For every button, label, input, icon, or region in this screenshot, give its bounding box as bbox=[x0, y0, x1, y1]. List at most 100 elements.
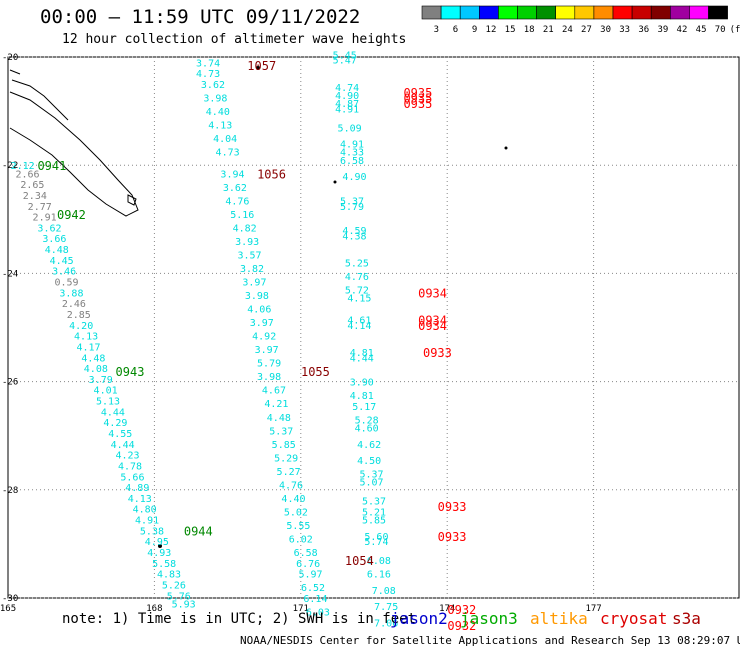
pass-time-label: 0932 bbox=[447, 619, 476, 633]
wave-height-value: 6.14 bbox=[303, 594, 327, 605]
wave-height-value: 3.46 bbox=[52, 267, 76, 278]
wave-height-value: 3.62 bbox=[201, 80, 225, 91]
y-tick-label: -28 bbox=[2, 486, 18, 496]
wave-height-value: 3.90 bbox=[350, 378, 374, 389]
y-tick-label: -26 bbox=[2, 378, 18, 388]
wave-height-value: 4.40 bbox=[281, 494, 305, 505]
wave-height-value: 4.04 bbox=[213, 134, 237, 145]
footer-note: note: 1) Time is in UTC; 2) SWH is in fe… bbox=[62, 611, 417, 627]
pass-time-label: 0942 bbox=[57, 208, 86, 222]
wave-height-value: 4.76 bbox=[279, 480, 303, 491]
y-tick-label: -20 bbox=[2, 53, 18, 63]
wave-height-value: 5.27 bbox=[277, 467, 301, 478]
colorbar-label: 42 bbox=[677, 25, 688, 35]
wave-height-value: 3.88 bbox=[59, 288, 83, 299]
coastline-main bbox=[9, 91, 139, 217]
wave-height-value: 4.48 bbox=[267, 413, 291, 424]
wave-height-value: 4.89 bbox=[125, 483, 149, 494]
colorbar-swatch bbox=[650, 5, 671, 20]
chart-subtitle: 12 hour collection of altimeter wave hei… bbox=[62, 32, 407, 47]
pass-time-label: 0934 bbox=[418, 313, 447, 327]
wave-height-value: 4.62 bbox=[357, 440, 381, 451]
island-dot bbox=[504, 146, 508, 150]
wave-height-value: 6.58 bbox=[340, 156, 364, 167]
wave-height-value: 2.34 bbox=[23, 191, 47, 202]
pass-time-label: 1057 bbox=[247, 59, 276, 73]
colorbar-swatch bbox=[555, 5, 576, 20]
pass-time-label: 1056 bbox=[257, 167, 286, 181]
wave-height-value: 4.13 bbox=[128, 494, 152, 505]
wave-height-value: 4.29 bbox=[103, 418, 127, 429]
pass-time-label: 0944 bbox=[184, 524, 213, 538]
colorbar-swatch bbox=[689, 5, 709, 20]
wave-height-value: 5.13 bbox=[96, 397, 120, 408]
wave-height-value: 4.61 bbox=[347, 315, 371, 326]
wave-height-value: 3.74 bbox=[196, 58, 220, 69]
wave-height-value: 4.50 bbox=[357, 456, 381, 467]
colorbar-swatch bbox=[440, 5, 461, 20]
wave-height-value: 2.77 bbox=[28, 202, 52, 213]
wave-height-value: 3.97 bbox=[242, 278, 266, 289]
wave-height-value: 5.47 bbox=[333, 56, 357, 67]
wave-height-value: 4.76 bbox=[345, 272, 369, 283]
pass-time-label: 0933 bbox=[423, 346, 452, 360]
wave-height-value: 4.40 bbox=[206, 107, 230, 118]
wave-height-value: 4.01 bbox=[94, 386, 118, 397]
wave-height-value: 4.17 bbox=[76, 342, 100, 353]
pass-time-label: 0933 bbox=[438, 530, 467, 544]
wave-height-value: 5.37 bbox=[360, 470, 384, 481]
wave-height-value: 5.21 bbox=[362, 507, 386, 518]
pass-time-label: 0932 bbox=[447, 603, 476, 617]
wave-height-value: 4.91 bbox=[335, 104, 359, 115]
wave-height-value: 2.66 bbox=[15, 169, 39, 180]
pass-time-label: 0934 bbox=[418, 319, 447, 333]
wave-height-value: 4.21 bbox=[264, 399, 288, 410]
colorbar-label: 30 bbox=[600, 25, 611, 35]
wave-height-value: 5.85 bbox=[272, 440, 296, 451]
wave-height-value: 4.48 bbox=[45, 245, 69, 256]
wave-height-value: 6.03 bbox=[306, 608, 330, 619]
wave-height-value: 4.74 bbox=[335, 83, 359, 94]
wave-height-value: 4.91 bbox=[135, 516, 159, 527]
wave-height-value: 4.44 bbox=[350, 353, 374, 364]
wave-height-value: 3.98 bbox=[203, 94, 227, 105]
wave-height-value: 4.45 bbox=[50, 256, 74, 267]
wave-height-value: 4.95 bbox=[145, 537, 169, 548]
wave-height-value: 4.73 bbox=[216, 148, 240, 159]
wave-height-value: 4.78 bbox=[118, 461, 142, 472]
wave-height-value: 5.28 bbox=[355, 415, 379, 426]
wave-height-value: 5.17 bbox=[352, 402, 376, 413]
wave-height-value: 5.25 bbox=[345, 259, 369, 270]
wave-height-value: 3.94 bbox=[220, 169, 244, 180]
wave-height-value: 5.66 bbox=[120, 472, 144, 483]
colorbar-label: 70 bbox=[715, 25, 726, 35]
x-tick-label: 168 bbox=[146, 604, 162, 614]
pass-time-label: 1055 bbox=[301, 365, 330, 379]
wave-height-value: 5.72 bbox=[345, 286, 369, 297]
colorbar-label: 9 bbox=[472, 25, 477, 35]
wave-height-value: 4.48 bbox=[81, 353, 105, 364]
island-dot bbox=[158, 544, 162, 548]
wave-height-value: 6.76 bbox=[296, 559, 320, 570]
wave-height-value: 4.91 bbox=[340, 140, 364, 151]
wave-height-value: 2.12 bbox=[11, 161, 35, 172]
wave-height-value: 5.74 bbox=[364, 537, 388, 548]
colorbar-swatch bbox=[669, 5, 690, 20]
pass-time-label: 1054 bbox=[345, 554, 374, 568]
wave-height-value: 4.44 bbox=[101, 407, 125, 418]
pass-time-label: 0934 bbox=[418, 286, 447, 300]
wave-height-value: 3.98 bbox=[245, 291, 269, 302]
plot-frame bbox=[7, 56, 740, 599]
wave-height-value: 5.16 bbox=[230, 210, 254, 221]
island-dot bbox=[333, 180, 337, 184]
x-tick-label: 171 bbox=[293, 604, 309, 614]
colorbar-label: 3 bbox=[434, 25, 439, 35]
colorbar-label: 21 bbox=[543, 25, 554, 35]
pass-time-label: 0935 bbox=[403, 86, 432, 100]
colorbar-label: 18 bbox=[524, 25, 535, 35]
wave-height-value: 4.87 bbox=[335, 99, 359, 110]
wave-height-value: 5.37 bbox=[269, 426, 293, 437]
wave-height-value: 5.76 bbox=[167, 591, 191, 602]
wave-height-value: 5.29 bbox=[274, 453, 298, 464]
